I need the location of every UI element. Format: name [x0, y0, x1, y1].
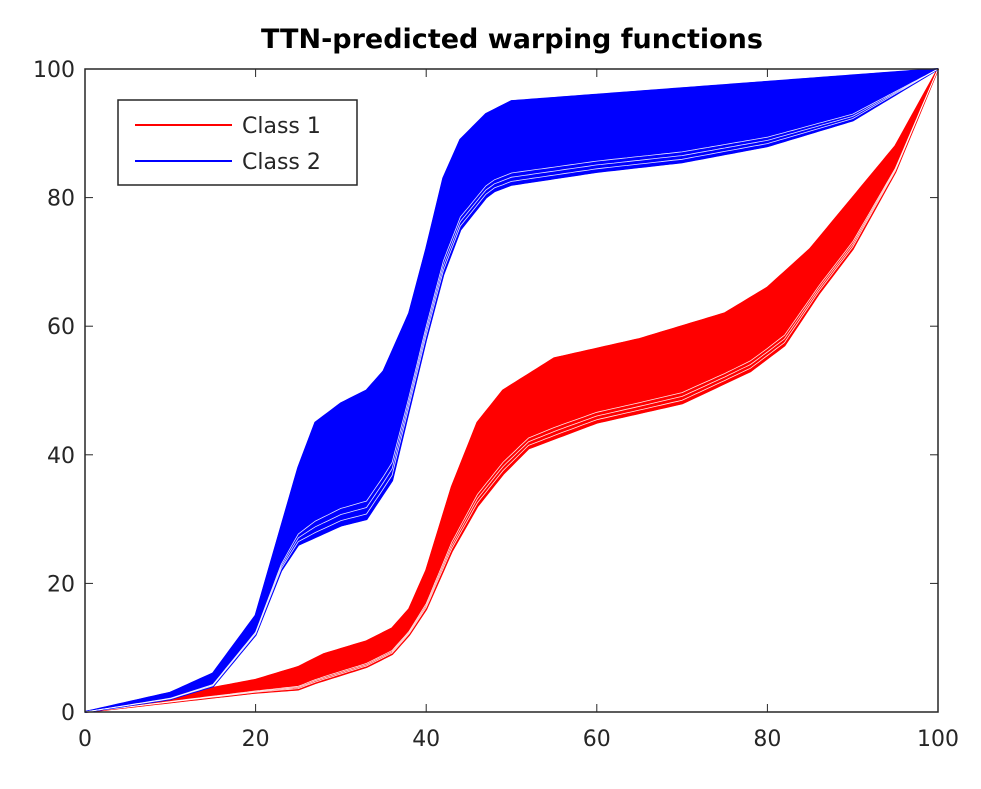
series-line — [84, 68, 939, 713]
chart-title: TTN-predicted warping functions — [261, 24, 763, 55]
series-line — [84, 68, 939, 713]
legend-label-class-2: Class 2 — [242, 150, 321, 175]
y-tick-label: 0 — [61, 701, 75, 726]
y-tick-label: 20 — [47, 572, 75, 597]
y-tick-label: 60 — [47, 315, 75, 340]
plot-area — [84, 68, 939, 713]
y-tick-label: 80 — [47, 187, 75, 212]
axes-box — [84, 68, 939, 713]
x-tick-label: 80 — [753, 727, 781, 752]
x-tick-label: 20 — [242, 727, 270, 752]
series-line — [84, 68, 939, 713]
series-line-highlight — [84, 68, 939, 713]
y-tick-label: 100 — [33, 58, 75, 83]
series-class-1 — [84, 68, 939, 713]
series-line — [84, 68, 939, 713]
axis-ticks: 0 20 40 60 80 100 0 20 40 60 80 100 — [33, 58, 959, 752]
legend: Class 1 Class 2 — [117, 99, 358, 186]
series-class-2 — [84, 68, 939, 713]
series-line-highlight — [84, 68, 939, 713]
series-line-highlight — [84, 68, 939, 713]
series-line — [84, 68, 939, 713]
x-tick-label: 100 — [917, 727, 959, 752]
series-line — [84, 68, 939, 713]
series-line-highlight — [84, 68, 939, 713]
legend-label-class-1: Class 1 — [242, 114, 321, 139]
series-line — [84, 68, 939, 713]
series-line-highlight — [84, 68, 939, 713]
series-line — [84, 68, 939, 713]
series-line-highlight — [84, 68, 939, 713]
y-tick-label: 40 — [47, 444, 75, 469]
x-tick-label: 0 — [78, 727, 92, 752]
legend-box — [117, 99, 358, 186]
x-tick-label: 60 — [583, 727, 611, 752]
x-tick-label: 40 — [412, 727, 440, 752]
